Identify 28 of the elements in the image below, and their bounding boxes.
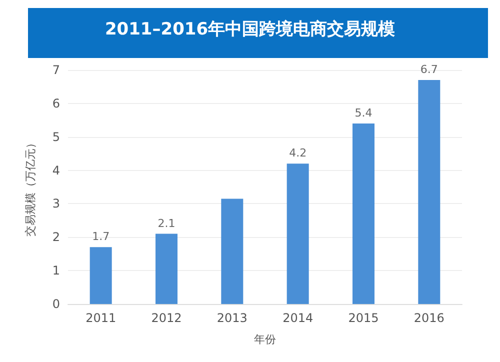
y-tick-label: 0 [52,297,60,311]
bar [221,198,244,304]
y-tick-label: 5 [52,130,60,144]
y-tick-label: 7 [52,63,60,77]
x-tick-label: 2015 [348,311,379,325]
bar [90,247,112,304]
y-tick-label: 4 [52,163,60,178]
data-label: 4.2 [289,146,307,160]
data-label: 1.7 [92,230,110,244]
data-label: 5.4 [354,106,372,120]
x-axis-title: 年份 [254,333,276,346]
x-tick-label: 2011 [86,311,116,325]
x-tick-label: 2012 [151,311,182,325]
bar [156,234,178,304]
x-tick-label: 2016 [414,311,444,325]
bar [418,80,440,304]
data-label: 2.1 [158,216,176,230]
y-axis-title: 交易规模（万亿元） [24,138,37,236]
bar [352,123,374,304]
x-tick-label: 2013 [216,311,248,325]
y-tick-label: 1 [52,264,60,278]
y-tick-label: 3 [52,196,60,211]
y-tick-label: 2 [52,230,60,244]
y-tick-label: 6 [52,96,60,110]
chart-title: 2011–2016年中国跨境电商交易规模 [104,20,396,40]
data-label: 6.7 [420,63,438,76]
bar [286,164,309,304]
x-tick-label: 2014 [282,311,314,325]
